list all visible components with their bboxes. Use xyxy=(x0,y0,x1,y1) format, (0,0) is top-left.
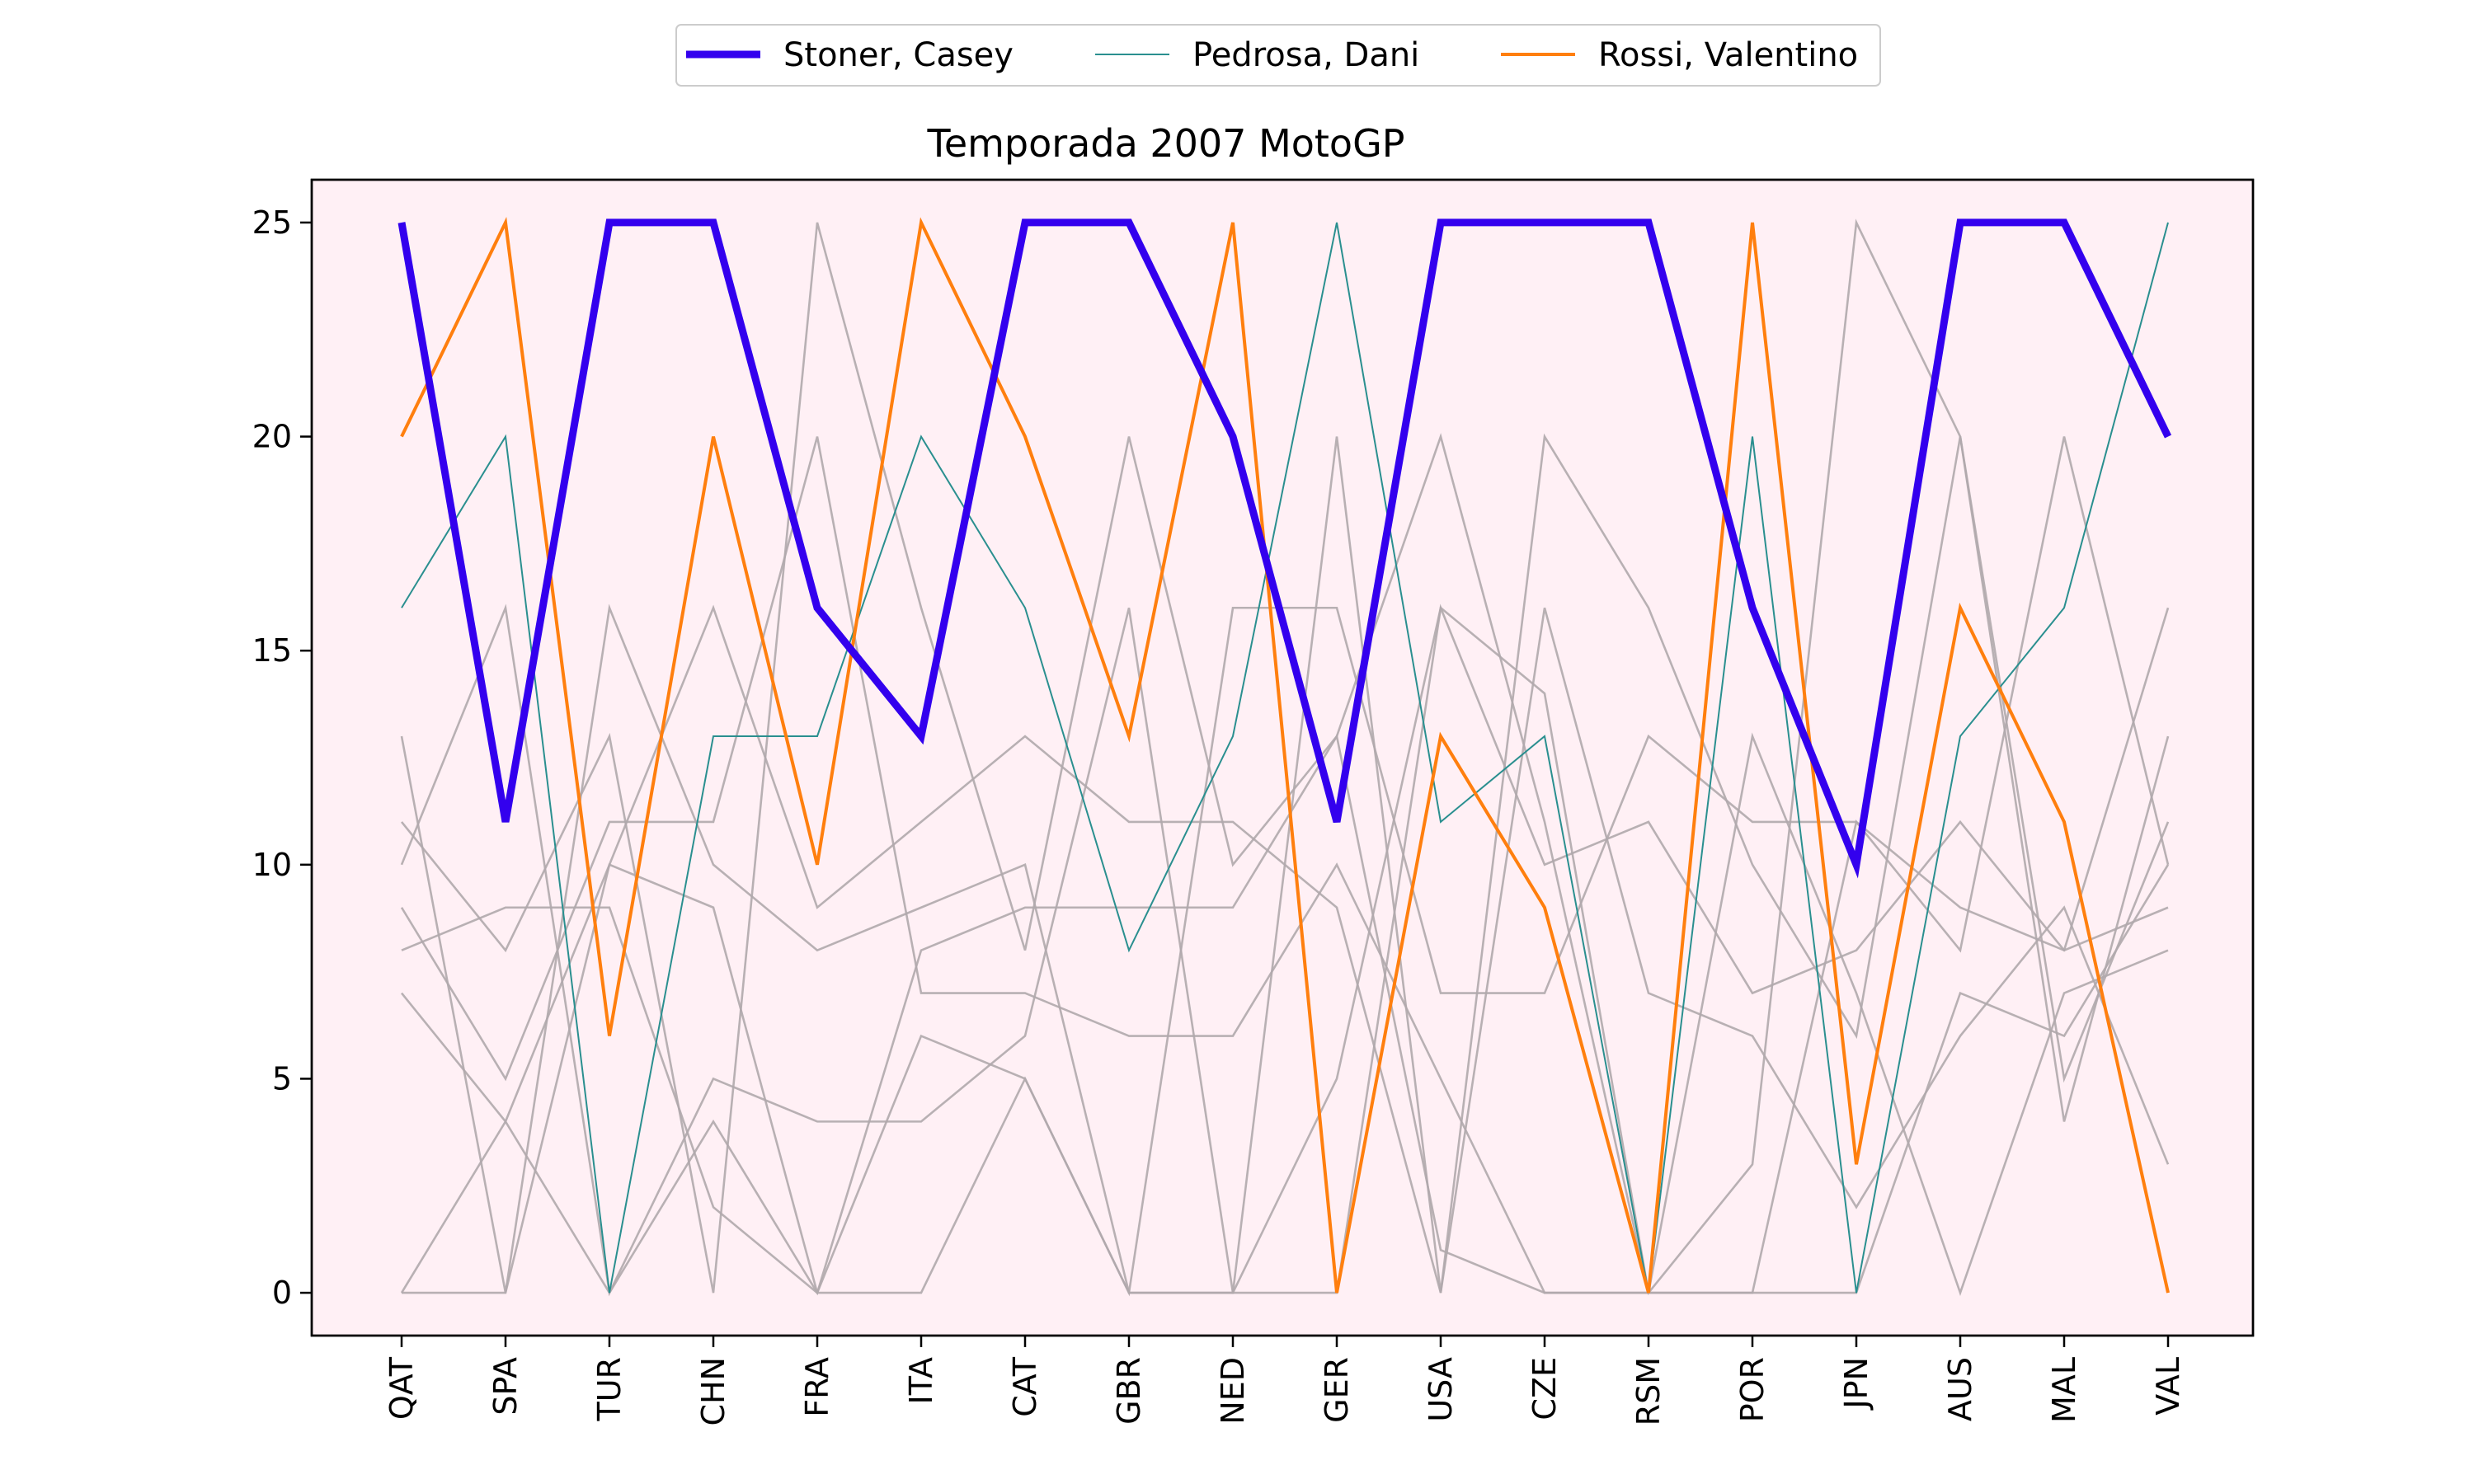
x-tick-label: POR xyxy=(1734,1357,1771,1422)
y-axis: 0 5 10 15 20 25 xyxy=(252,204,312,1311)
x-tick-label: SPA xyxy=(487,1357,524,1416)
legend: Stoner, Casey Pedrosa, Dani Rossi, Valen… xyxy=(675,24,1881,87)
other-rider-line-7 xyxy=(400,733,2170,1296)
x-tick-label: JPN xyxy=(1838,1357,1874,1411)
other-rider-line-3 xyxy=(400,603,2169,1297)
y-tick-label: 0 xyxy=(272,1275,292,1311)
x-tick-label: MAL xyxy=(2046,1357,2082,1423)
x-tick-label: VAL xyxy=(2150,1357,2186,1416)
x-tick-label: GER xyxy=(1319,1357,1355,1423)
x-tick-label: QAT xyxy=(383,1356,420,1420)
x-tick-label: FRA xyxy=(799,1357,835,1417)
x-tick-label: USA xyxy=(1423,1357,1459,1422)
other-rider-line-6 xyxy=(400,604,2170,1294)
x-tick-label: GBR xyxy=(1111,1357,1147,1425)
series-line-stoner xyxy=(397,218,2172,879)
series-lines xyxy=(397,217,2172,1297)
y-tick-label: 15 xyxy=(252,632,292,669)
x-tick-label: CHN xyxy=(695,1357,731,1426)
series-line-rossi xyxy=(400,217,2170,1294)
x-tick-label: TUR xyxy=(591,1357,628,1421)
x-tick-label: CZE xyxy=(1526,1357,1563,1421)
x-tick-label: AUS xyxy=(1942,1357,1978,1421)
legend-label-stoner: Stoner, Casey xyxy=(783,36,1014,74)
x-tick-label: CAT xyxy=(1007,1356,1043,1417)
legend-box xyxy=(675,24,1881,87)
other-rider-line-8 xyxy=(402,605,2169,1297)
chart-title: Temporada 2007 MotoGP xyxy=(927,121,1405,166)
other-rider-line-4 xyxy=(400,436,2170,1294)
y-tick-label: 20 xyxy=(252,419,292,455)
plot-area xyxy=(310,178,2255,1337)
series-line-pedrosa xyxy=(401,222,2169,1294)
x-tick-label: ITA xyxy=(903,1357,939,1404)
other-rider-line-2 xyxy=(400,218,2170,1295)
x-axis: QAT SPA TUR CHN FRA ITA CAT GBR NED GER USA CZE RSM P… xyxy=(383,1336,2186,1426)
y-tick-label: 10 xyxy=(252,847,292,883)
legend-label-pedrosa: Pedrosa, Dani xyxy=(1192,36,1419,74)
y-tick-label: 5 xyxy=(272,1060,292,1097)
x-tick-label: NED xyxy=(1215,1357,1251,1425)
legend-label-rossi: Rossi, Valentino xyxy=(1598,36,1858,74)
x-tick-label: RSM xyxy=(1630,1357,1667,1425)
plot-frame xyxy=(310,178,2255,1337)
y-tick-label: 25 xyxy=(252,204,292,241)
other-rider-line-5 xyxy=(401,606,2170,1297)
